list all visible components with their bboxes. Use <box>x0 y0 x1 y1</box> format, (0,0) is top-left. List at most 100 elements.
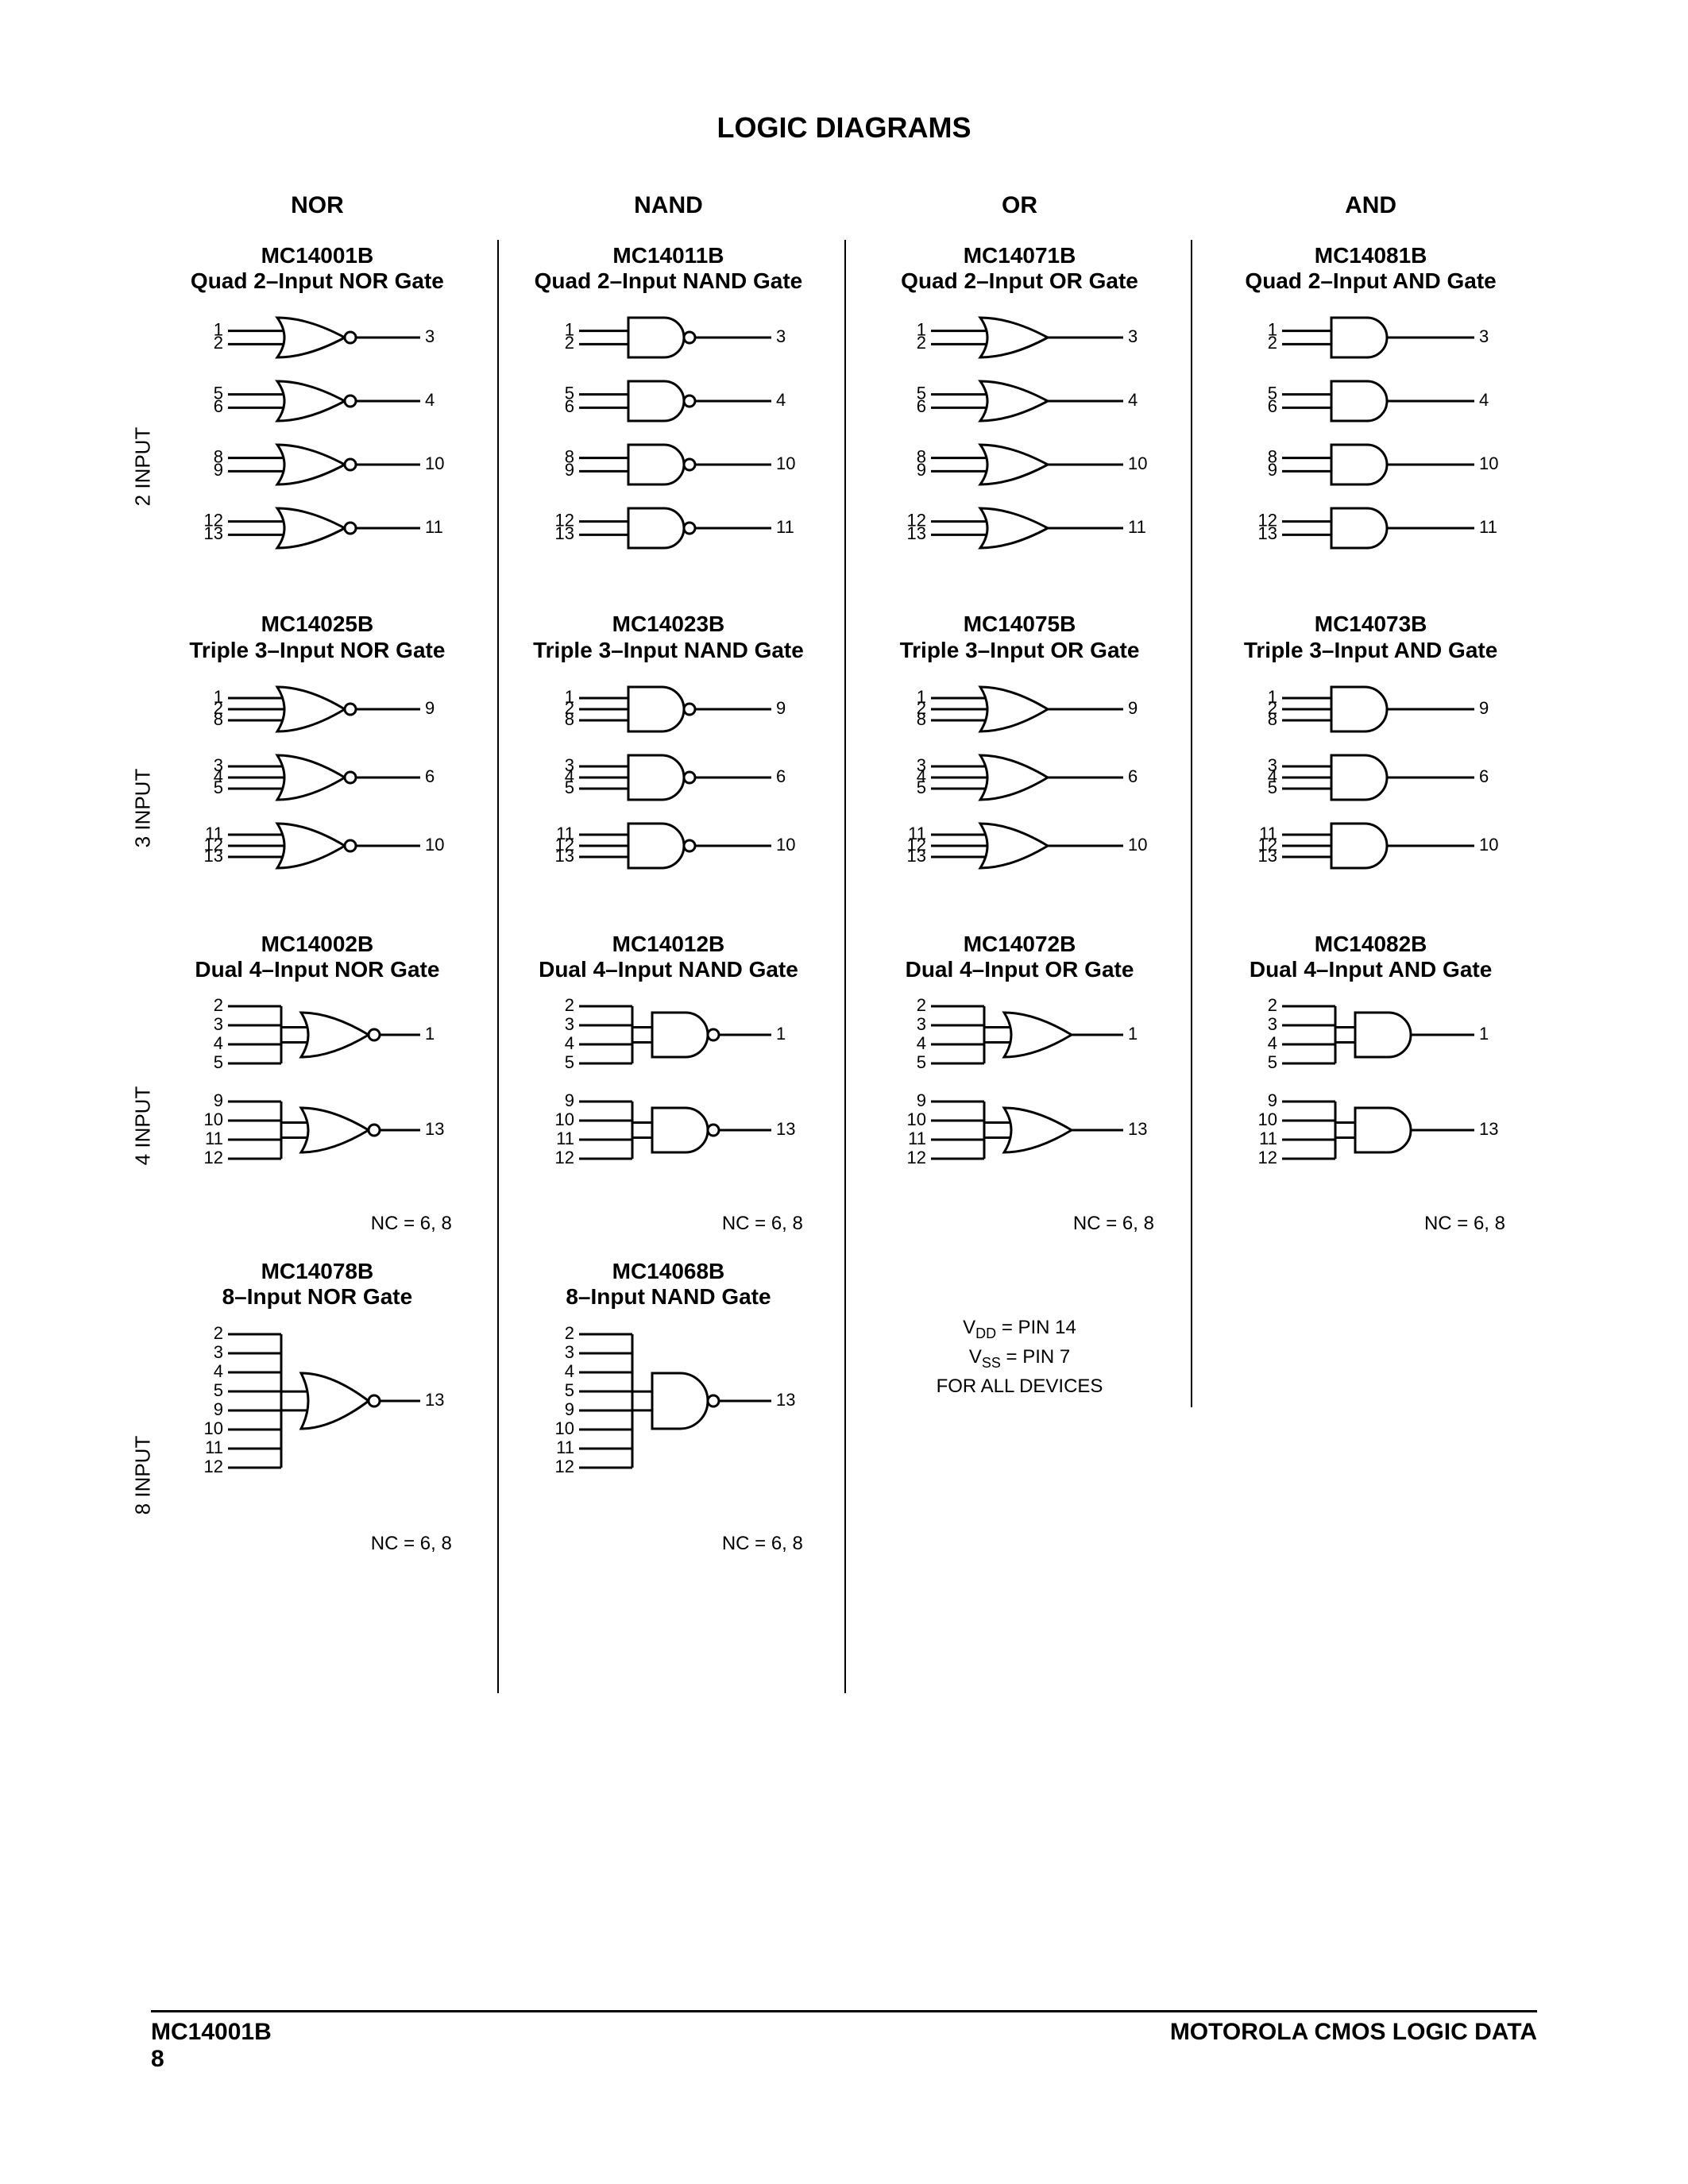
svg-text:3: 3 <box>214 1014 223 1034</box>
svg-text:9: 9 <box>1267 1090 1277 1110</box>
svg-text:1: 1 <box>776 1024 786 1044</box>
svg-text:10: 10 <box>425 835 444 855</box>
desc-label: Quad 2–Input NOR Gate <box>151 268 484 294</box>
svg-text:1: 1 <box>1479 1024 1489 1044</box>
svg-text:10: 10 <box>1479 835 1498 855</box>
cell-and-t3: MC14073B Triple 3–Input AND Gate 1289345… <box>1204 612 1537 907</box>
svg-text:1: 1 <box>1128 1024 1138 1044</box>
svg-text:1: 1 <box>425 1024 435 1044</box>
svg-text:4: 4 <box>1479 390 1489 410</box>
desc-label: Quad 2–Input AND Gate <box>1204 268 1537 294</box>
svg-text:11: 11 <box>1128 517 1146 537</box>
svg-text:5: 5 <box>916 778 925 797</box>
desc-label: 8–Input NOR Gate <box>151 1284 484 1310</box>
part-label: MC14025B <box>151 612 484 637</box>
desc-label: 8–Input NAND Gate <box>502 1284 835 1310</box>
cell-nor-t3: MC14025B Triple 3–Input NOR Gate 1289345… <box>151 612 484 907</box>
svg-text:10: 10 <box>1128 453 1147 473</box>
svg-text:12: 12 <box>555 1148 574 1167</box>
gate-svg: 12345139101112 <box>1204 990 1537 1213</box>
svg-text:10: 10 <box>776 453 795 473</box>
svg-text:13: 13 <box>555 524 574 544</box>
desc-label: Triple 3–Input OR Gate <box>853 638 1186 663</box>
part-label: MC14002B <box>151 932 484 957</box>
svg-text:10: 10 <box>776 835 795 855</box>
svg-text:13: 13 <box>425 1119 444 1139</box>
svg-text:9: 9 <box>214 461 223 480</box>
gate-svg: 1323459101112 <box>151 1318 484 1533</box>
cell-nand-q2: MC14011B Quad 2–Input NAND Gate 12356489… <box>502 243 835 588</box>
gate-svg: 1289345611121310 <box>1204 671 1537 908</box>
svg-text:10: 10 <box>555 1418 574 1437</box>
svg-text:4: 4 <box>565 1033 574 1053</box>
svg-text:2: 2 <box>916 995 925 1015</box>
gate-svg: 1289345611121310 <box>502 671 835 908</box>
svg-text:2: 2 <box>214 1322 223 1342</box>
svg-text:9: 9 <box>214 1090 223 1110</box>
svg-text:2: 2 <box>1267 334 1277 353</box>
svg-text:11: 11 <box>557 1129 575 1148</box>
desc-label: Dual 4–Input NOR Gate <box>151 957 484 982</box>
svg-text:11: 11 <box>1259 1129 1277 1148</box>
svg-text:5: 5 <box>214 1052 223 1072</box>
svg-text:2: 2 <box>214 995 223 1015</box>
pin-note: VDD = PIN 14 VSS = PIN 7 FOR ALL DEVICES <box>853 1314 1186 1400</box>
part-label: MC14078B <box>151 1259 484 1284</box>
pin-note-cell: VDD = PIN 14 VSS = PIN 7 FOR ALL DEVICES <box>853 1314 1186 1400</box>
column-nand: NAND MC14011B Quad 2–Input NAND Gate 123… <box>502 192 835 1579</box>
svg-text:5: 5 <box>565 1052 574 1072</box>
svg-text:3: 3 <box>1267 1014 1277 1034</box>
svg-text:3: 3 <box>1479 326 1489 346</box>
svg-text:4: 4 <box>1128 390 1138 410</box>
svg-text:11: 11 <box>1479 517 1497 537</box>
svg-text:8: 8 <box>214 709 223 729</box>
cell-nand-d4: MC14012B Dual 4–Input NAND Gate 12345139… <box>502 932 835 1235</box>
svg-text:12: 12 <box>555 1456 574 1476</box>
svg-text:13: 13 <box>906 846 925 866</box>
svg-text:5: 5 <box>1267 1052 1277 1072</box>
page: LOGIC DIAGRAMS 2 INPUT 3 INPUT 4 INPUT 8… <box>0 0 1688 2184</box>
col-header-or: OR <box>1002 192 1037 219</box>
gate-svg: 1323459101112 <box>502 1318 835 1533</box>
cell-and-q2: MC14081B Quad 2–Input AND Gate 123564891… <box>1204 243 1537 588</box>
svg-text:9: 9 <box>425 698 435 718</box>
column-and: AND MC14081B Quad 2–Input AND Gate 12356… <box>1204 192 1537 1579</box>
part-label: MC14023B <box>502 612 835 637</box>
svg-text:10: 10 <box>1479 453 1498 473</box>
svg-text:13: 13 <box>425 1389 444 1409</box>
gate-svg: 1235648910121311 <box>1204 302 1537 588</box>
part-label: MC14075B <box>853 612 1186 637</box>
footer-part: MC14001B <box>151 2019 272 2046</box>
col-header-nand: NAND <box>634 192 703 219</box>
svg-text:11: 11 <box>206 1437 224 1457</box>
svg-text:9: 9 <box>1267 461 1277 480</box>
gate-svg: 1289345611121310 <box>151 671 484 908</box>
part-label: MC14081B <box>1204 243 1537 268</box>
svg-text:2: 2 <box>1267 995 1277 1015</box>
nc-label: NC = 6, 8 <box>151 1533 484 1555</box>
svg-text:3: 3 <box>565 1014 574 1034</box>
svg-text:3: 3 <box>776 326 786 346</box>
svg-text:13: 13 <box>1257 524 1277 544</box>
svg-text:4: 4 <box>214 1360 223 1380</box>
footer-left: MC14001B 8 <box>151 2019 272 2073</box>
svg-text:9: 9 <box>565 1090 574 1110</box>
svg-text:2: 2 <box>565 334 574 353</box>
svg-text:6: 6 <box>916 397 925 417</box>
svg-text:13: 13 <box>555 846 574 866</box>
svg-text:9: 9 <box>565 1399 574 1418</box>
svg-text:9: 9 <box>916 461 925 480</box>
desc-label: Dual 4–Input NAND Gate <box>502 957 835 982</box>
nc-label: NC = 6, 8 <box>151 1213 484 1235</box>
svg-text:8: 8 <box>1267 709 1277 729</box>
svg-text:4: 4 <box>916 1033 925 1053</box>
pin-note-line1: VDD = PIN 14 <box>853 1314 1186 1344</box>
cell-nor-q2: MC14001B Quad 2–Input NOR Gate 123564891… <box>151 243 484 588</box>
svg-text:12: 12 <box>204 1456 223 1476</box>
gate-svg: 1235648910121311 <box>502 302 835 588</box>
svg-text:6: 6 <box>1128 766 1138 786</box>
svg-text:3: 3 <box>425 326 435 346</box>
part-label: MC14068B <box>502 1259 835 1284</box>
gate-svg: 12345139101112 <box>151 990 484 1213</box>
divider-2 <box>844 240 846 1693</box>
